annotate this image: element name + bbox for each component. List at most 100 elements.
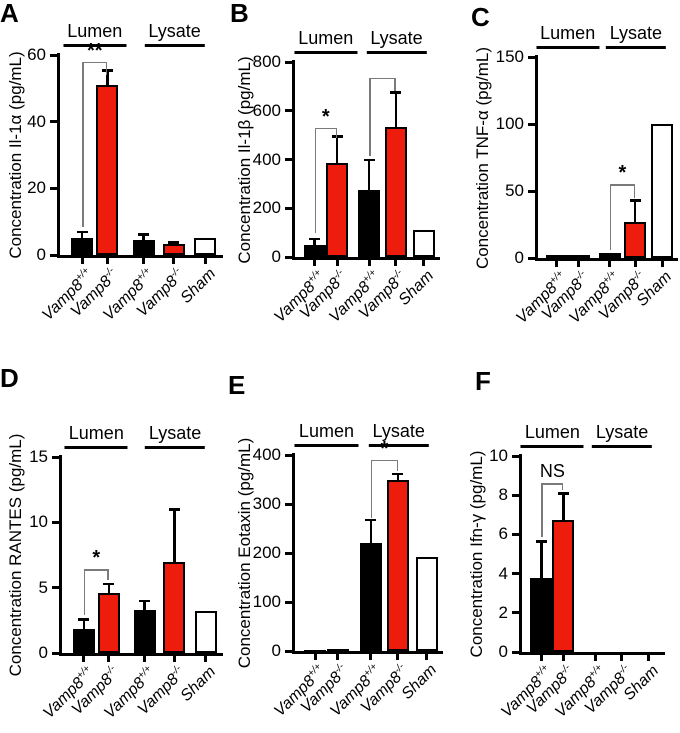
sig-bracket-right-leg [106, 61, 108, 75]
x-tick [633, 261, 637, 267]
error-bar-cap [309, 237, 321, 241]
error-bar [540, 541, 543, 580]
bar [163, 561, 186, 653]
bar [545, 255, 568, 258]
y-axis-line [292, 60, 295, 260]
y-tick [512, 650, 520, 654]
y-tick [528, 256, 536, 260]
y-tick [285, 158, 293, 161]
error-bar [142, 234, 145, 242]
panel-letter: C [471, 2, 490, 32]
error-bar [173, 509, 176, 564]
error-bar [335, 136, 339, 166]
y-tick [52, 651, 60, 655]
x-tick [425, 654, 429, 660]
y-tick-label: 5 [38, 577, 48, 597]
group-header-lumen: Lumen [294, 28, 358, 54]
sig-bracket-right-leg [335, 127, 337, 138]
y-tick-label: 150 [495, 47, 524, 66]
y-tick [285, 453, 293, 457]
y-tick [50, 253, 58, 257]
panel-letter: A [0, 0, 19, 28]
x-tick [396, 654, 400, 660]
error-bar-cap [78, 618, 90, 621]
y-tick [285, 60, 293, 64]
error-bar [562, 493, 565, 522]
y-tick [285, 206, 293, 210]
panel-letter: B [230, 0, 249, 28]
bar [303, 244, 326, 257]
y-tick-label: 0 [498, 642, 508, 661]
x-tick [336, 654, 340, 660]
sig-bracket-right-leg [562, 483, 564, 491]
y-tick-label: 50 [505, 181, 524, 200]
sig-bracket-right-leg [107, 569, 109, 580]
x-tick [143, 656, 147, 662]
y-tick-label: 800 [252, 52, 281, 71]
bar [384, 126, 407, 257]
y-tick-label: 400 [252, 149, 281, 169]
sig-bracket-left-leg [82, 61, 84, 227]
bar [326, 648, 349, 651]
x-tick [394, 260, 398, 266]
y-tick [50, 120, 58, 124]
panel-letter: E [228, 370, 246, 400]
group-header-lysate: Lysate [368, 421, 429, 447]
sig-bracket-top [82, 61, 108, 64]
error-bar-cap [392, 472, 404, 476]
y-tick [528, 189, 536, 193]
x-tick [555, 261, 559, 267]
x-axis-line [519, 652, 665, 655]
bar [304, 649, 327, 651]
x-tick [619, 655, 623, 661]
x-tick [172, 258, 176, 264]
bar [530, 577, 553, 652]
y-tick-label: 0 [38, 643, 48, 662]
category-base: Sham [177, 265, 219, 307]
y-tick [52, 586, 60, 590]
x-tick [172, 656, 176, 662]
panel-letter: D [0, 363, 19, 393]
error-bar [106, 70, 109, 87]
sig-label: * [380, 437, 389, 460]
y-tick-label: 60 [27, 45, 46, 64]
sig-bracket-left-leg [541, 483, 543, 538]
sig-bracket-left-leg [314, 127, 316, 233]
sig-bracket-top [369, 77, 396, 80]
sig-bracket-right-leg [394, 77, 396, 92]
y-tick [512, 493, 520, 497]
bar [415, 556, 438, 651]
error-bar-cap [535, 540, 547, 543]
y-tick [528, 55, 536, 59]
panel-e: E Concentration Eotaxin (pg/mL) 0 100 200 300… [227, 360, 453, 733]
y-axis-line [535, 55, 538, 261]
bar [624, 221, 647, 258]
bar [72, 629, 95, 653]
sig-label: ** [86, 39, 103, 62]
x-tick [647, 655, 651, 661]
group-header-lumen: Lumen [64, 423, 128, 449]
category-label: Sham [177, 265, 219, 307]
group-header-lumen: Lumen [294, 421, 358, 447]
sig-label: * [618, 162, 627, 185]
x-axis-line [292, 651, 443, 654]
bar [133, 609, 156, 653]
error-bar-cap [331, 135, 343, 138]
y-tick [285, 649, 293, 653]
y-tick-label: 200 [252, 198, 281, 218]
y-tick-label: 10 [29, 512, 48, 532]
error-bar [633, 200, 637, 224]
y-tick [50, 186, 58, 190]
y-tick [285, 551, 293, 555]
y-tick-label: 100 [252, 592, 281, 611]
x-tick [82, 656, 86, 662]
x-tick [369, 654, 373, 660]
sig-label: * [92, 547, 101, 570]
y-tick-label: 100 [495, 114, 524, 133]
bar [162, 244, 185, 255]
y-tick-label: 8 [498, 485, 508, 505]
group-header-lysate: Lysate [144, 423, 206, 449]
x-tick [577, 261, 580, 267]
sig-bracket-right-leg [633, 184, 636, 198]
